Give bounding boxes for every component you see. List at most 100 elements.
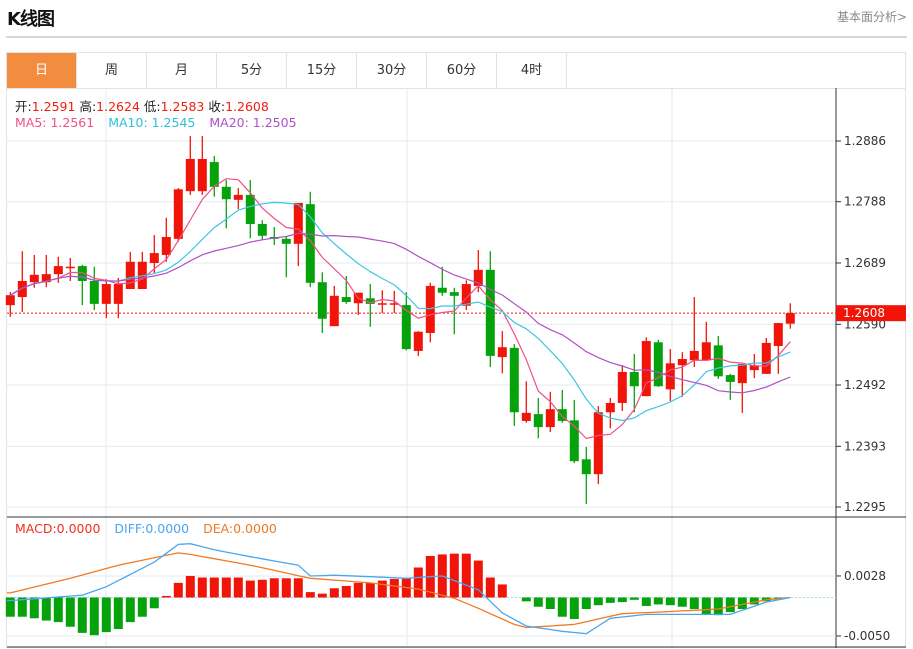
candle-down	[653, 342, 663, 387]
ma5-line	[9, 178, 791, 440]
macd-bar	[605, 597, 615, 603]
low-value: 1.2583	[160, 99, 205, 114]
macd-bar	[365, 582, 375, 598]
macd-bar	[305, 592, 315, 598]
candle-down	[365, 298, 375, 304]
candle-up	[5, 295, 15, 306]
candle-down	[581, 459, 591, 475]
macd-bar	[701, 597, 711, 615]
macd-bar	[221, 577, 231, 598]
candle-up	[329, 295, 339, 327]
candle-up	[785, 313, 795, 324]
candle-up	[161, 236, 171, 255]
price-tick-label: 1.2689	[844, 256, 886, 270]
diff-value: DIFF:0.0000	[114, 521, 190, 536]
macd-bar	[713, 597, 723, 616]
candle-up	[425, 285, 435, 333]
high-value: 1.2624	[96, 99, 140, 114]
candle-up	[101, 284, 111, 304]
macd-bar	[173, 582, 183, 598]
candle-up	[473, 269, 483, 286]
candle-down	[449, 292, 459, 296]
macd-bar	[113, 597, 123, 630]
macd-tick-label: -0.0050	[844, 629, 890, 643]
macd-bar	[209, 577, 219, 598]
macd-bar	[377, 580, 387, 598]
macd-bar	[101, 597, 111, 633]
low-label: 低:	[143, 99, 161, 114]
price-tick-label: 1.2295	[844, 500, 886, 514]
macd-bar	[197, 577, 207, 598]
macd-bar	[329, 588, 339, 598]
candle-down	[569, 420, 579, 462]
candle-up	[41, 274, 51, 283]
candle-up	[701, 342, 711, 361]
tab-week[interactable]: 周	[77, 53, 147, 88]
macd-bar	[545, 597, 555, 610]
dea-line	[7, 552, 791, 629]
ma-info: MA5: 1.2561 MA10: 1.2545 MA20: 1.2505	[15, 115, 297, 130]
tab-day[interactable]: 日	[7, 53, 77, 88]
price-tick-label: 1.2393	[844, 439, 886, 453]
candle-up	[521, 412, 531, 421]
page-title: K线图	[7, 9, 55, 30]
candle-up	[53, 266, 63, 275]
macd-bar	[569, 597, 579, 620]
macd-bar	[557, 597, 567, 617]
candle-up	[761, 342, 771, 374]
candle-up	[677, 358, 687, 366]
candle-up	[173, 189, 183, 239]
macd-bar	[497, 584, 507, 598]
macd-bar	[53, 597, 63, 623]
ma5-value: MA5: 1.2561	[15, 115, 95, 130]
candle-up	[389, 303, 399, 305]
candle-down	[557, 409, 567, 421]
macd-bar	[689, 597, 699, 610]
candle-down	[77, 266, 87, 281]
macd-bar	[269, 578, 279, 598]
candle-up	[197, 158, 207, 192]
price-tick-label: 1.2492	[844, 378, 886, 392]
macd-bar	[137, 597, 147, 617]
candle-down	[245, 194, 255, 224]
tab-5min[interactable]: 5分	[217, 53, 287, 88]
macd-bar	[473, 560, 483, 598]
macd-bar	[629, 597, 639, 600]
fundamental-analysis-link[interactable]: 基本面分析>	[836, 10, 907, 24]
macd-bar	[77, 597, 87, 633]
candle-up	[545, 409, 555, 428]
candle-down	[221, 186, 231, 200]
macd-info: MACD:0.0000 DIFF:0.0000 DEA:0.0000	[15, 521, 277, 536]
high-label: 高:	[79, 99, 97, 114]
macd-bar	[641, 597, 651, 606]
macd-bar	[5, 597, 15, 617]
candle-up	[125, 261, 135, 290]
candle-down	[725, 375, 735, 382]
tab-month[interactable]: 月	[147, 53, 217, 88]
candle-up	[605, 402, 615, 413]
macd-bar	[65, 597, 75, 627]
macd-bar	[677, 597, 687, 607]
candle-up	[29, 274, 39, 283]
macd-bar	[185, 575, 195, 598]
tab-4hour[interactable]: 4时	[497, 53, 567, 88]
candle-up	[185, 158, 195, 192]
tab-15min[interactable]: 15分	[287, 53, 357, 88]
macd-bar	[281, 578, 291, 598]
ma20-line	[9, 232, 791, 394]
candle-up	[233, 194, 243, 200]
candle-up	[497, 347, 507, 358]
macd-bar	[317, 593, 327, 598]
macd-bar	[485, 577, 495, 598]
candle-down	[281, 238, 291, 244]
macd-bar	[617, 597, 627, 603]
candle-up	[749, 365, 759, 371]
tab-30min[interactable]: 30分	[357, 53, 427, 88]
macd-bar	[257, 579, 267, 598]
price-tick-label: 1.2886	[844, 134, 886, 148]
candle-down	[341, 297, 351, 303]
macd-bar	[161, 595, 171, 598]
tab-60min[interactable]: 60分	[427, 53, 497, 88]
period-tabs: 日 周 月 5分 15分 30分 60分 4时	[7, 53, 905, 89]
